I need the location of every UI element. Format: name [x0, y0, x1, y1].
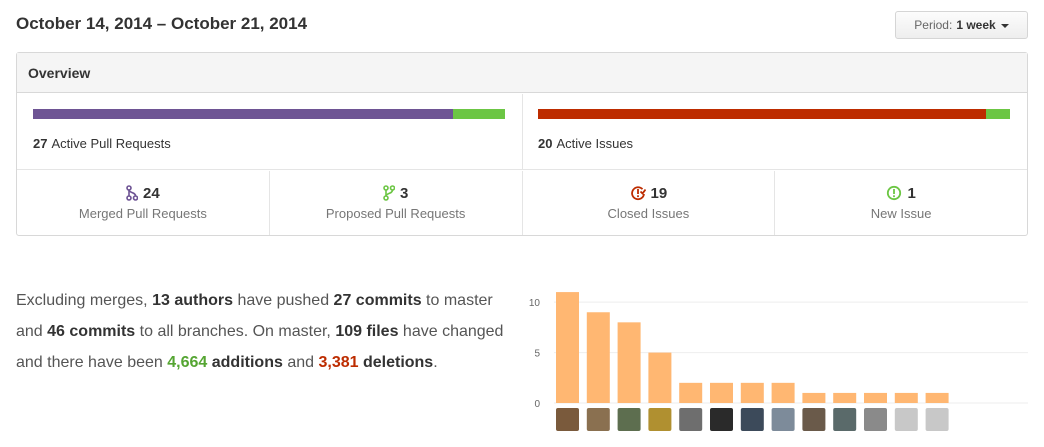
avatar-author-12[interactable]	[894, 408, 918, 431]
proposed-pr-count: 3	[399, 184, 409, 202]
commits-chart-svg: 0 5 10	[529, 292, 1028, 431]
additions-count: 4,664	[167, 354, 208, 371]
bar-author-9[interactable]	[802, 392, 826, 403]
new-issues-label: New Issue	[870, 206, 932, 221]
bar-author-1[interactable]	[556, 292, 579, 403]
avatar-author-3[interactable]	[617, 408, 641, 431]
commits-by-author-chart: 0 5 10	[524, 278, 1034, 438]
bar-author-8[interactable]	[771, 382, 795, 403]
summary-text-6: and	[287, 354, 315, 371]
stat-proposed-pull-requests[interactable]: 3 Proposed Pull Requests	[270, 171, 523, 235]
avatar-author-4[interactable]	[648, 408, 672, 431]
closed-issues-count: 19	[650, 184, 668, 202]
active-issues-count: 20	[538, 136, 553, 151]
avatar-author-1[interactable]	[556, 408, 579, 431]
overview-bars: 27 Active Pull Requests 20 Active Issues	[17, 94, 1027, 170]
stat-closed-issues[interactable]: 19 Closed Issues	[523, 171, 776, 235]
merged-pr-count: 24	[143, 184, 160, 202]
deletions-label: deletions	[362, 354, 434, 371]
overview-stats: 24 Merged Pull Requests 3 Proposed Pull …	[17, 171, 1027, 235]
merged-pr-icon	[126, 185, 139, 201]
authors-count: 13 authors	[152, 292, 233, 309]
avatar-author-2[interactable]	[586, 408, 610, 431]
avatar-author-7[interactable]	[740, 408, 764, 431]
deletions-count: 3,381	[318, 354, 359, 371]
bar-author-2[interactable]	[586, 312, 610, 403]
new-issue-icon	[887, 185, 902, 201]
pull-requests-summary[interactable]: 27 Active Pull Requests	[17, 94, 523, 170]
bar-author-4[interactable]	[648, 352, 672, 403]
overview-panel: Overview 27 Active Pull Requests 20 Active…	[16, 52, 1028, 236]
avatar-author-8[interactable]	[771, 408, 795, 431]
avatar-author-6[interactable]	[710, 408, 733, 431]
summary-text-7: .	[433, 354, 438, 371]
stat-merged-pull-requests[interactable]: 24 Merged Pull Requests	[17, 171, 270, 235]
summary-text-1: Excluding merges,	[16, 292, 148, 309]
closed-issue-icon	[630, 186, 646, 201]
issues-bar	[538, 109, 1010, 119]
avatar-author-10[interactable]	[833, 408, 857, 431]
issues-summary[interactable]: 20 Active Issues	[522, 94, 1027, 170]
bar-author-3[interactable]	[617, 322, 641, 403]
merged-pr-label: Merged Pull Requests	[78, 206, 207, 221]
bar-author-11[interactable]	[864, 392, 887, 403]
master-commits-count: 27 commits	[333, 292, 422, 309]
y-tick-label: 0	[534, 399, 540, 410]
bar-author-6[interactable]	[710, 382, 733, 403]
period-value: 1 week	[956, 18, 996, 32]
avatar-author-5[interactable]	[679, 408, 703, 431]
additions-label: additions	[211, 354, 283, 371]
all-branches-commits-count: 46 commits	[47, 323, 136, 340]
chevron-down-icon	[1000, 24, 1009, 28]
page-title: October 14, 2014 – October 21, 2014	[16, 14, 308, 33]
bar-author-13[interactable]	[925, 392, 949, 403]
active-pull-requests-text: 27 Active Pull Requests	[33, 136, 171, 151]
new-issues-segment	[986, 109, 1010, 119]
active-pull-requests-label: Active Pull Requests	[51, 136, 171, 151]
proposed-pr-icon	[383, 185, 395, 201]
summary-text-4: to all branches. On master,	[139, 323, 331, 340]
y-tick-label: 5	[534, 349, 540, 360]
pull-requests-bar	[33, 109, 505, 119]
bar-author-5[interactable]	[679, 382, 703, 403]
summary-text-5: have changed and there have been	[16, 323, 504, 371]
files-changed-count: 109 files	[335, 323, 399, 340]
proposed-pr-segment	[453, 109, 505, 119]
proposed-pr-label: Proposed Pull Requests	[325, 206, 466, 221]
active-issues-label: Active Issues	[556, 136, 634, 151]
closed-issues-label: Closed Issues	[607, 206, 690, 221]
summary-text-3: to master and	[16, 292, 493, 340]
bar-author-7[interactable]	[740, 382, 764, 403]
avatar-author-11[interactable]	[864, 408, 887, 431]
active-issues-text: 20 Active Issues	[538, 136, 633, 151]
commit-summary: Excluding merges, 13 authors have pushed…	[16, 285, 506, 378]
summary-text-2: have pushed	[237, 292, 330, 309]
avatar-author-9[interactable]	[802, 408, 826, 431]
period-dropdown-button[interactable]: Period: 1 week	[895, 11, 1028, 39]
bar-author-10[interactable]	[833, 392, 857, 403]
bar-author-12[interactable]	[894, 392, 918, 403]
overview-title: Overview	[17, 53, 1027, 93]
closed-issues-segment	[538, 109, 987, 119]
y-tick-label: 10	[529, 298, 541, 309]
merged-pr-segment	[33, 109, 454, 119]
new-issues-count: 1	[907, 184, 916, 202]
period-label: Period:	[914, 18, 953, 32]
active-pull-requests-count: 27	[33, 136, 48, 151]
avatar-author-13[interactable]	[925, 408, 949, 431]
stat-new-issue[interactable]: 1 New Issue	[775, 171, 1027, 235]
